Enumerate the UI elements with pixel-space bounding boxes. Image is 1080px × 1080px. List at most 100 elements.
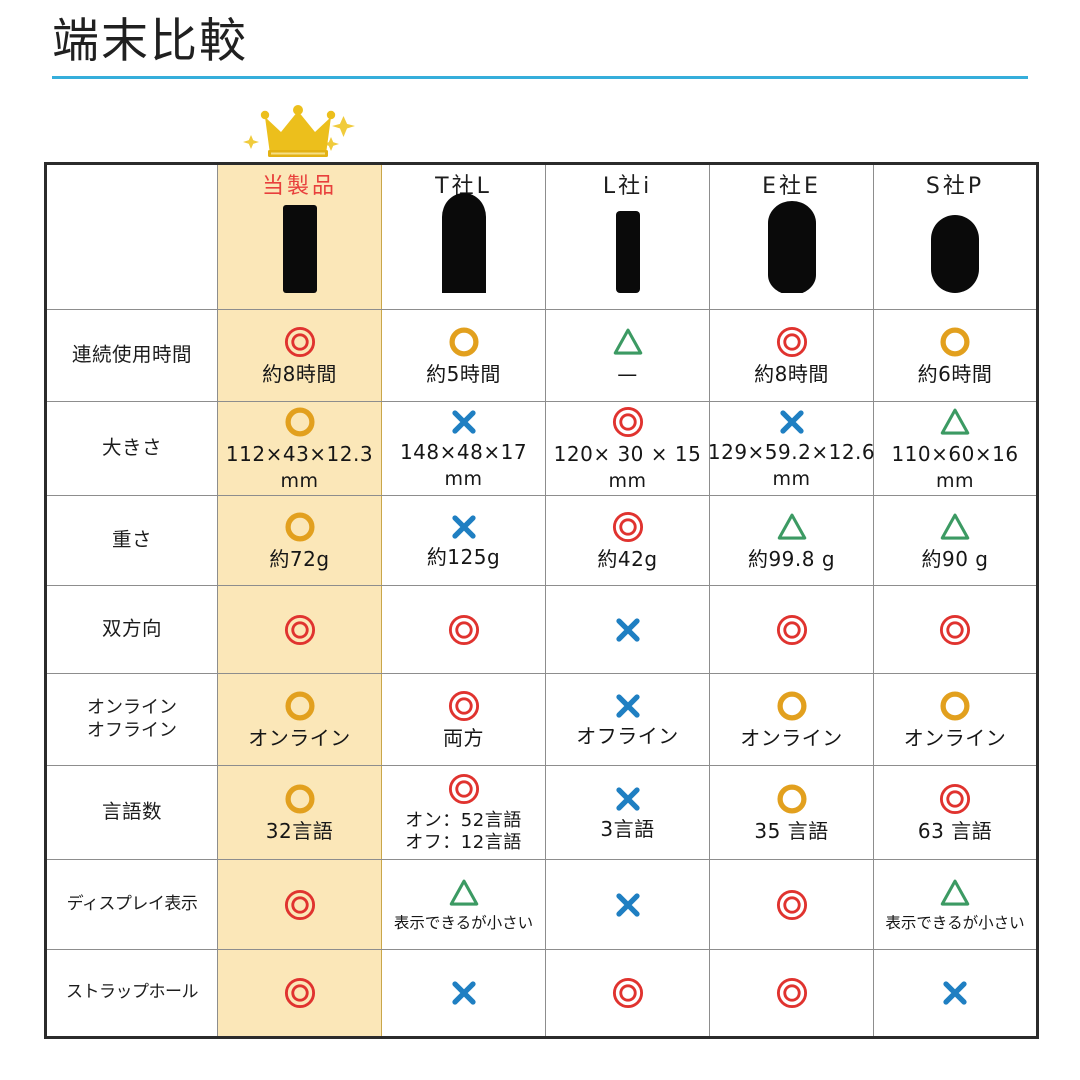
table-row: オンライン オフライン オンライン 両方 オフライン オンライン オンライン bbox=[45, 673, 1038, 766]
cell-content: オンライン bbox=[877, 689, 1033, 751]
cell-content: 両方 bbox=[385, 689, 542, 751]
row-label: 連続使用時間 bbox=[71, 343, 192, 367]
cell-content: — bbox=[549, 325, 706, 387]
double-circle-mark bbox=[938, 613, 972, 647]
cell-value: 35 言語 bbox=[754, 818, 829, 843]
table-cell bbox=[217, 859, 382, 950]
table-cell bbox=[217, 949, 382, 1038]
device-silhouette-pill-wide bbox=[877, 199, 1033, 299]
cell-content: オフライン bbox=[549, 691, 706, 749]
double-circle-mark bbox=[775, 613, 809, 647]
cell-content bbox=[385, 978, 542, 1008]
cell-value: 約125g bbox=[426, 544, 501, 569]
row-label-cell: ストラップホール bbox=[45, 949, 218, 1038]
table-row: 連続使用時間 約8時間 約5時間 — 約8時間 約6時間 bbox=[45, 309, 1038, 402]
cell-content bbox=[385, 613, 542, 647]
table-cell: 3言語 bbox=[545, 765, 710, 860]
triangle-mark bbox=[938, 510, 972, 544]
column-header-label: L社i bbox=[602, 173, 653, 199]
cross-mark bbox=[613, 784, 643, 814]
table-cell bbox=[873, 585, 1038, 674]
table-row: 大きさ 112×43×12.3 mm 148×48×17 mm 120× 30 × 15 m… bbox=[45, 401, 1038, 496]
table-cell bbox=[381, 949, 546, 1038]
cell-content bbox=[221, 888, 378, 922]
double-circle-mark bbox=[938, 782, 972, 816]
table-cell: 約99.8 g bbox=[709, 495, 874, 586]
cell-value: 約72g bbox=[269, 546, 330, 571]
cell-content: オンライン bbox=[713, 689, 870, 751]
table-row: ストラップホール bbox=[45, 949, 1038, 1038]
row-label-cell: オンライン オフライン bbox=[45, 673, 218, 766]
cell-unit: mm bbox=[772, 468, 811, 491]
table-row: 重さ 約72g 約125g 約42g 約99.8 g 約90 g bbox=[45, 495, 1038, 586]
table-cell bbox=[545, 949, 710, 1038]
cell-unit: mm bbox=[608, 470, 647, 493]
device-silhouette-slim-bar bbox=[549, 199, 706, 299]
row-label-cell: 重さ bbox=[45, 495, 218, 586]
cell-content bbox=[713, 613, 870, 647]
cell-value: — bbox=[617, 361, 638, 386]
triangle-mark bbox=[775, 510, 809, 544]
table-cell: 約42g bbox=[545, 495, 710, 586]
device-silhouette-rect-tall-narrow bbox=[221, 199, 378, 299]
cell-content bbox=[549, 976, 706, 1010]
cell-content: 148×48×17 mm bbox=[385, 407, 542, 491]
triangle-mark bbox=[938, 876, 972, 910]
table-cell: 約125g bbox=[381, 495, 546, 586]
table-cell bbox=[217, 585, 382, 674]
cross-mark bbox=[940, 978, 970, 1008]
device-silhouette-rounded-top-wide bbox=[385, 193, 542, 299]
circle-mark bbox=[283, 689, 317, 723]
cell-content: 3言語 bbox=[549, 784, 706, 842]
row-label: 言語数 bbox=[101, 800, 162, 824]
cell-value: 約6時間 bbox=[917, 361, 993, 386]
cell-content: オン：52言語 オフ：12言語 bbox=[385, 772, 542, 853]
row-label: オンライン オフライン bbox=[87, 697, 177, 741]
cell-content: 約42g bbox=[549, 510, 706, 572]
cell-unit: mm bbox=[935, 470, 975, 493]
cell-content bbox=[877, 978, 1033, 1008]
double-circle-mark bbox=[447, 772, 481, 806]
cell-content: 112×43×12.3 mm bbox=[221, 405, 378, 493]
table-cell bbox=[709, 949, 874, 1038]
triangle-mark bbox=[611, 325, 645, 359]
table-corner-cell bbox=[45, 163, 218, 310]
row-label: ディスプレイ表示 bbox=[66, 893, 198, 914]
double-circle-mark bbox=[611, 405, 645, 439]
cell-content bbox=[549, 615, 706, 645]
double-circle-mark bbox=[283, 325, 317, 359]
cell-content: 約8時間 bbox=[221, 325, 378, 387]
double-circle-mark bbox=[611, 510, 645, 544]
double-circle-mark bbox=[775, 976, 809, 1010]
triangle-mark bbox=[938, 405, 972, 439]
cell-value: 約42g bbox=[597, 546, 658, 571]
double-circle-mark bbox=[775, 325, 809, 359]
cell-value: 約8時間 bbox=[754, 361, 829, 386]
cell-value: 63 言語 bbox=[917, 818, 993, 843]
table-header-row: 当製品 T社L L社i E社E S社P bbox=[45, 163, 1038, 310]
double-circle-mark bbox=[283, 613, 317, 647]
table-cell: オン：52言語 オフ：12言語 bbox=[381, 765, 546, 860]
cell-value: 112×43×12.3 bbox=[225, 441, 374, 466]
table-row: 言語数 32言語 オン：52言語 オフ：12言語 3言語 35 言語 63 言語 bbox=[45, 765, 1038, 860]
double-circle-mark bbox=[283, 976, 317, 1010]
table-cell: 129×59.2×12.6 mm bbox=[708, 401, 875, 496]
row-label: 重さ bbox=[111, 528, 152, 552]
column-header-label: E社E bbox=[762, 173, 821, 199]
table-cell: 約8時間 bbox=[709, 309, 874, 402]
circle-mark bbox=[283, 510, 317, 544]
cell-unit: mm bbox=[444, 468, 483, 491]
row-label-cell: ディスプレイ表示 bbox=[45, 859, 218, 950]
circle-mark bbox=[283, 405, 317, 439]
circle-mark bbox=[938, 689, 972, 723]
table-cell: 32言語 bbox=[217, 765, 382, 860]
table-cell: 表示できるが小さい bbox=[381, 859, 546, 950]
cell-content: 表示できるが小さい bbox=[877, 876, 1033, 932]
cell-content: 約6時間 bbox=[877, 325, 1033, 387]
table-cell bbox=[545, 859, 710, 950]
cell-value: 32言語 bbox=[265, 818, 334, 843]
table-cell bbox=[709, 859, 874, 950]
cell-content bbox=[221, 613, 378, 647]
column-header-1: 当製品 bbox=[217, 163, 382, 310]
cell-value: オンライン bbox=[248, 725, 351, 750]
